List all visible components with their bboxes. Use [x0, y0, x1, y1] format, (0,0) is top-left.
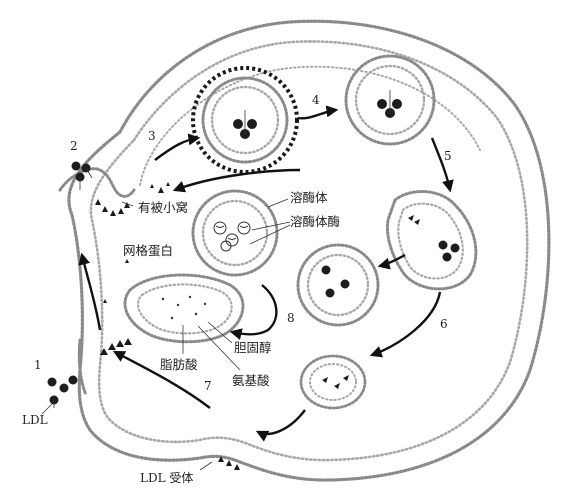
label-amino-acid: 氨基酸 [232, 373, 270, 388]
step-7: 7 [204, 379, 212, 393]
step-numbers: 1 2 3 4 5 6 7 8 [34, 93, 452, 393]
lysosomal-enzyme-icon [213, 221, 251, 252]
curl-endosome [385, 190, 478, 291]
ldl-particles-step2 [71, 161, 93, 190]
label-ldl-receptor: LDL 受体 [140, 471, 193, 485]
step-4: 4 [312, 93, 320, 107]
arrow-step3 [154, 133, 201, 161]
step-6: 6 [440, 317, 448, 331]
label-coated-pit: 有被小窝 [138, 200, 188, 215]
arrow-step4 [297, 105, 339, 120]
degrading-lysosome [123, 273, 245, 344]
plasma-membrane [67, 19, 551, 482]
ldl-particles-step1 [47, 375, 78, 408]
label-clathrin: 网格蛋白 [123, 243, 173, 258]
arrow-step6 [369, 291, 442, 358]
ldl-receptors [77, 338, 240, 470]
label-lysosomal-enzyme: 溶酶体酶 [290, 214, 340, 229]
arrow-recycle-down [255, 409, 306, 442]
endosome [344, 54, 436, 146]
cytoplasm-outline [139, 65, 481, 186]
label-lysosome: 溶酶体 [290, 190, 328, 205]
coated-vesicle [191, 66, 299, 174]
label-fatty-acid: 脂肪酸 [160, 357, 198, 372]
recycling-vesicle [299, 354, 367, 410]
arrow-step5 [430, 137, 454, 193]
arrow-step8 [229, 284, 278, 341]
step-1: 1 [34, 358, 42, 372]
arrow-step7 [112, 350, 211, 409]
process-arrows [78, 105, 454, 442]
arrow-to-lysosome [377, 253, 406, 270]
leader-lines [41, 198, 291, 471]
lysosome [191, 189, 279, 277]
structure-labels: 有被小窝 网格蛋白 溶酶体 溶酶体酶 胆固醇 脂肪酸 氨基酸 LDL LDL 受… [22, 190, 340, 485]
step-3: 3 [148, 129, 156, 143]
arrow-return-clathrin [172, 168, 301, 193]
clathrin-fragments [103, 182, 170, 303]
step-2: 2 [70, 139, 78, 153]
step-8: 8 [287, 311, 295, 325]
secondary-lysosome [296, 243, 380, 327]
label-ldl: LDL [22, 413, 48, 427]
arrow-up-left [78, 252, 102, 331]
step-5: 5 [444, 149, 452, 163]
label-cholesterol: 胆固醇 [234, 340, 272, 355]
